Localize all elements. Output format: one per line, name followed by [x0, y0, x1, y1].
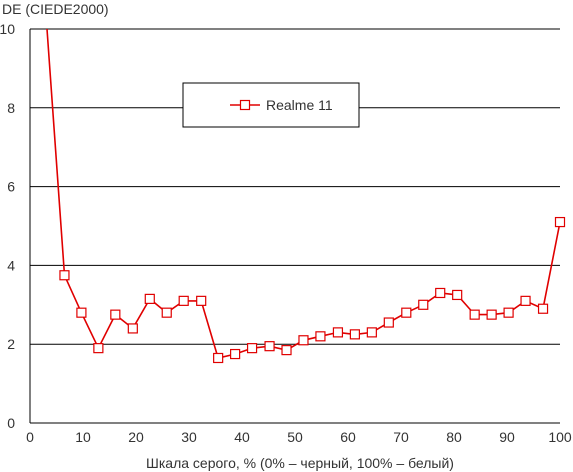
data-point-marker — [110, 309, 121, 320]
data-point-marker — [383, 317, 394, 328]
data-point-marker — [76, 307, 87, 318]
legend-marker — [239, 99, 251, 111]
grid — [30, 28, 560, 345]
series-layer — [46, 28, 566, 364]
data-point-marker — [469, 309, 480, 320]
data-point-marker — [520, 295, 531, 306]
x-tick-label: 40 — [234, 429, 250, 445]
data-point-marker — [401, 307, 412, 318]
x-tick-label: 60 — [340, 429, 356, 445]
axes — [29, 29, 560, 424]
data-point-marker — [435, 287, 446, 299]
data-point-marker — [144, 293, 155, 304]
data-point-marker — [349, 329, 360, 340]
data-point-marker — [281, 345, 292, 356]
data-point-marker — [178, 295, 189, 306]
data-point-marker — [298, 335, 309, 346]
data-point-marker — [486, 309, 497, 320]
data-point-marker — [59, 270, 70, 281]
y-tick-label: 8 — [7, 100, 15, 116]
x-tick-label: 90 — [499, 429, 515, 445]
series-line — [46, 28, 561, 359]
x-tick-label: 30 — [181, 429, 197, 445]
data-point-marker — [554, 216, 566, 228]
y-tick-label: 0 — [7, 415, 15, 431]
data-point-marker — [161, 307, 172, 318]
y-axis-label: DE (CIEDE2000) — [2, 1, 109, 17]
data-point-marker — [332, 327, 344, 338]
y-tick-label: 10 — [0, 21, 15, 37]
x-tick-label: 70 — [393, 429, 409, 445]
data-point-marker — [366, 327, 377, 338]
data-point-marker — [452, 289, 463, 301]
data-point-marker — [93, 343, 104, 354]
data-point-marker — [246, 343, 258, 354]
legend: Realme 11 — [182, 82, 360, 128]
x-tick-label: 0 — [26, 429, 34, 445]
data-point-marker — [196, 295, 207, 306]
x-tick-label: 10 — [75, 429, 91, 445]
data-point-marker — [537, 303, 549, 314]
data-point-marker — [213, 352, 224, 364]
x-tick-label: 100 — [548, 429, 572, 445]
legend-label: Realme 11 — [266, 97, 333, 113]
data-point-marker — [127, 323, 138, 334]
data-point-marker — [315, 331, 326, 342]
data-point-marker — [230, 348, 241, 360]
x-tick-label: 20 — [128, 429, 144, 445]
data-point-marker — [418, 299, 429, 310]
data-point-marker — [264, 341, 275, 352]
y-tick-label: 2 — [7, 336, 15, 352]
legend-box — [182, 82, 360, 128]
y-tick-label: 6 — [7, 179, 15, 195]
x-tick-label: 50 — [287, 429, 303, 445]
data-point-marker — [503, 307, 514, 318]
x-axis-label: Шкала серого, % (0% – черный, 100% – бел… — [146, 455, 454, 471]
x-tick-label: 80 — [446, 429, 462, 445]
y-tick-label: 4 — [7, 257, 15, 273]
